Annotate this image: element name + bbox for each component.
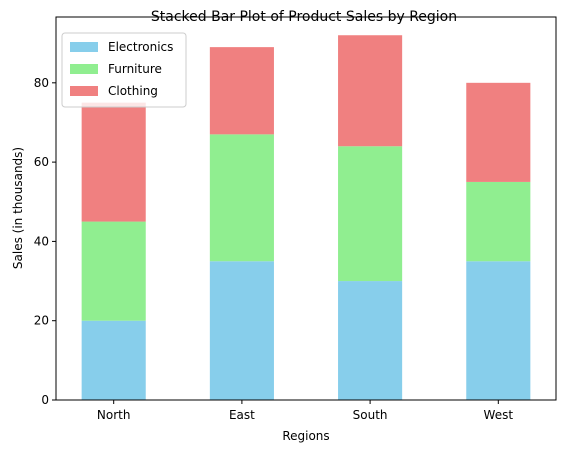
bar-clothing-east <box>209 47 274 135</box>
y-axis-ticks: 0 20 40 60 80 <box>34 76 56 407</box>
bar-furniture-west <box>466 181 531 262</box>
legend: Electronics Furniture Clothing <box>61 32 187 108</box>
x-tick-label: South <box>353 408 388 422</box>
bar-electronics-south <box>338 281 403 400</box>
bar-furniture-east <box>209 134 274 262</box>
legend-label-electronics: Electronics <box>108 40 173 54</box>
y-tick-label: 0 <box>41 393 49 407</box>
y-tick-label: 40 <box>34 234 49 248</box>
x-tick-label: North <box>97 408 131 422</box>
plot-frame <box>55 16 557 401</box>
y-axis-label: Sales (in thousands) <box>11 147 25 269</box>
y-tick-label: 60 <box>34 155 49 169</box>
bar-electronics-east <box>209 261 274 400</box>
legend-label-furniture: Furniture <box>108 62 162 76</box>
bar-electronics-west <box>466 261 531 400</box>
bars-layer <box>81 35 531 400</box>
bar-furniture-south <box>338 146 403 282</box>
y-tick-label: 20 <box>34 314 49 328</box>
bar-furniture-north <box>81 221 146 321</box>
x-axis-label: Regions <box>282 429 329 443</box>
y-tick-label: 80 <box>34 76 49 90</box>
legend-swatch-electronics <box>70 42 98 52</box>
bar-electronics-north <box>81 320 146 400</box>
x-tick-label: East <box>229 408 255 422</box>
legend-swatch-furniture <box>70 64 98 74</box>
bar-clothing-west <box>466 82 531 182</box>
x-tick-label: West <box>484 408 514 422</box>
legend-label-clothing: Clothing <box>108 84 158 98</box>
bar-clothing-south <box>338 35 403 147</box>
bar-clothing-north <box>81 102 146 222</box>
legend-swatch-clothing <box>70 86 98 96</box>
x-axis-ticks: North East South West <box>97 400 513 422</box>
